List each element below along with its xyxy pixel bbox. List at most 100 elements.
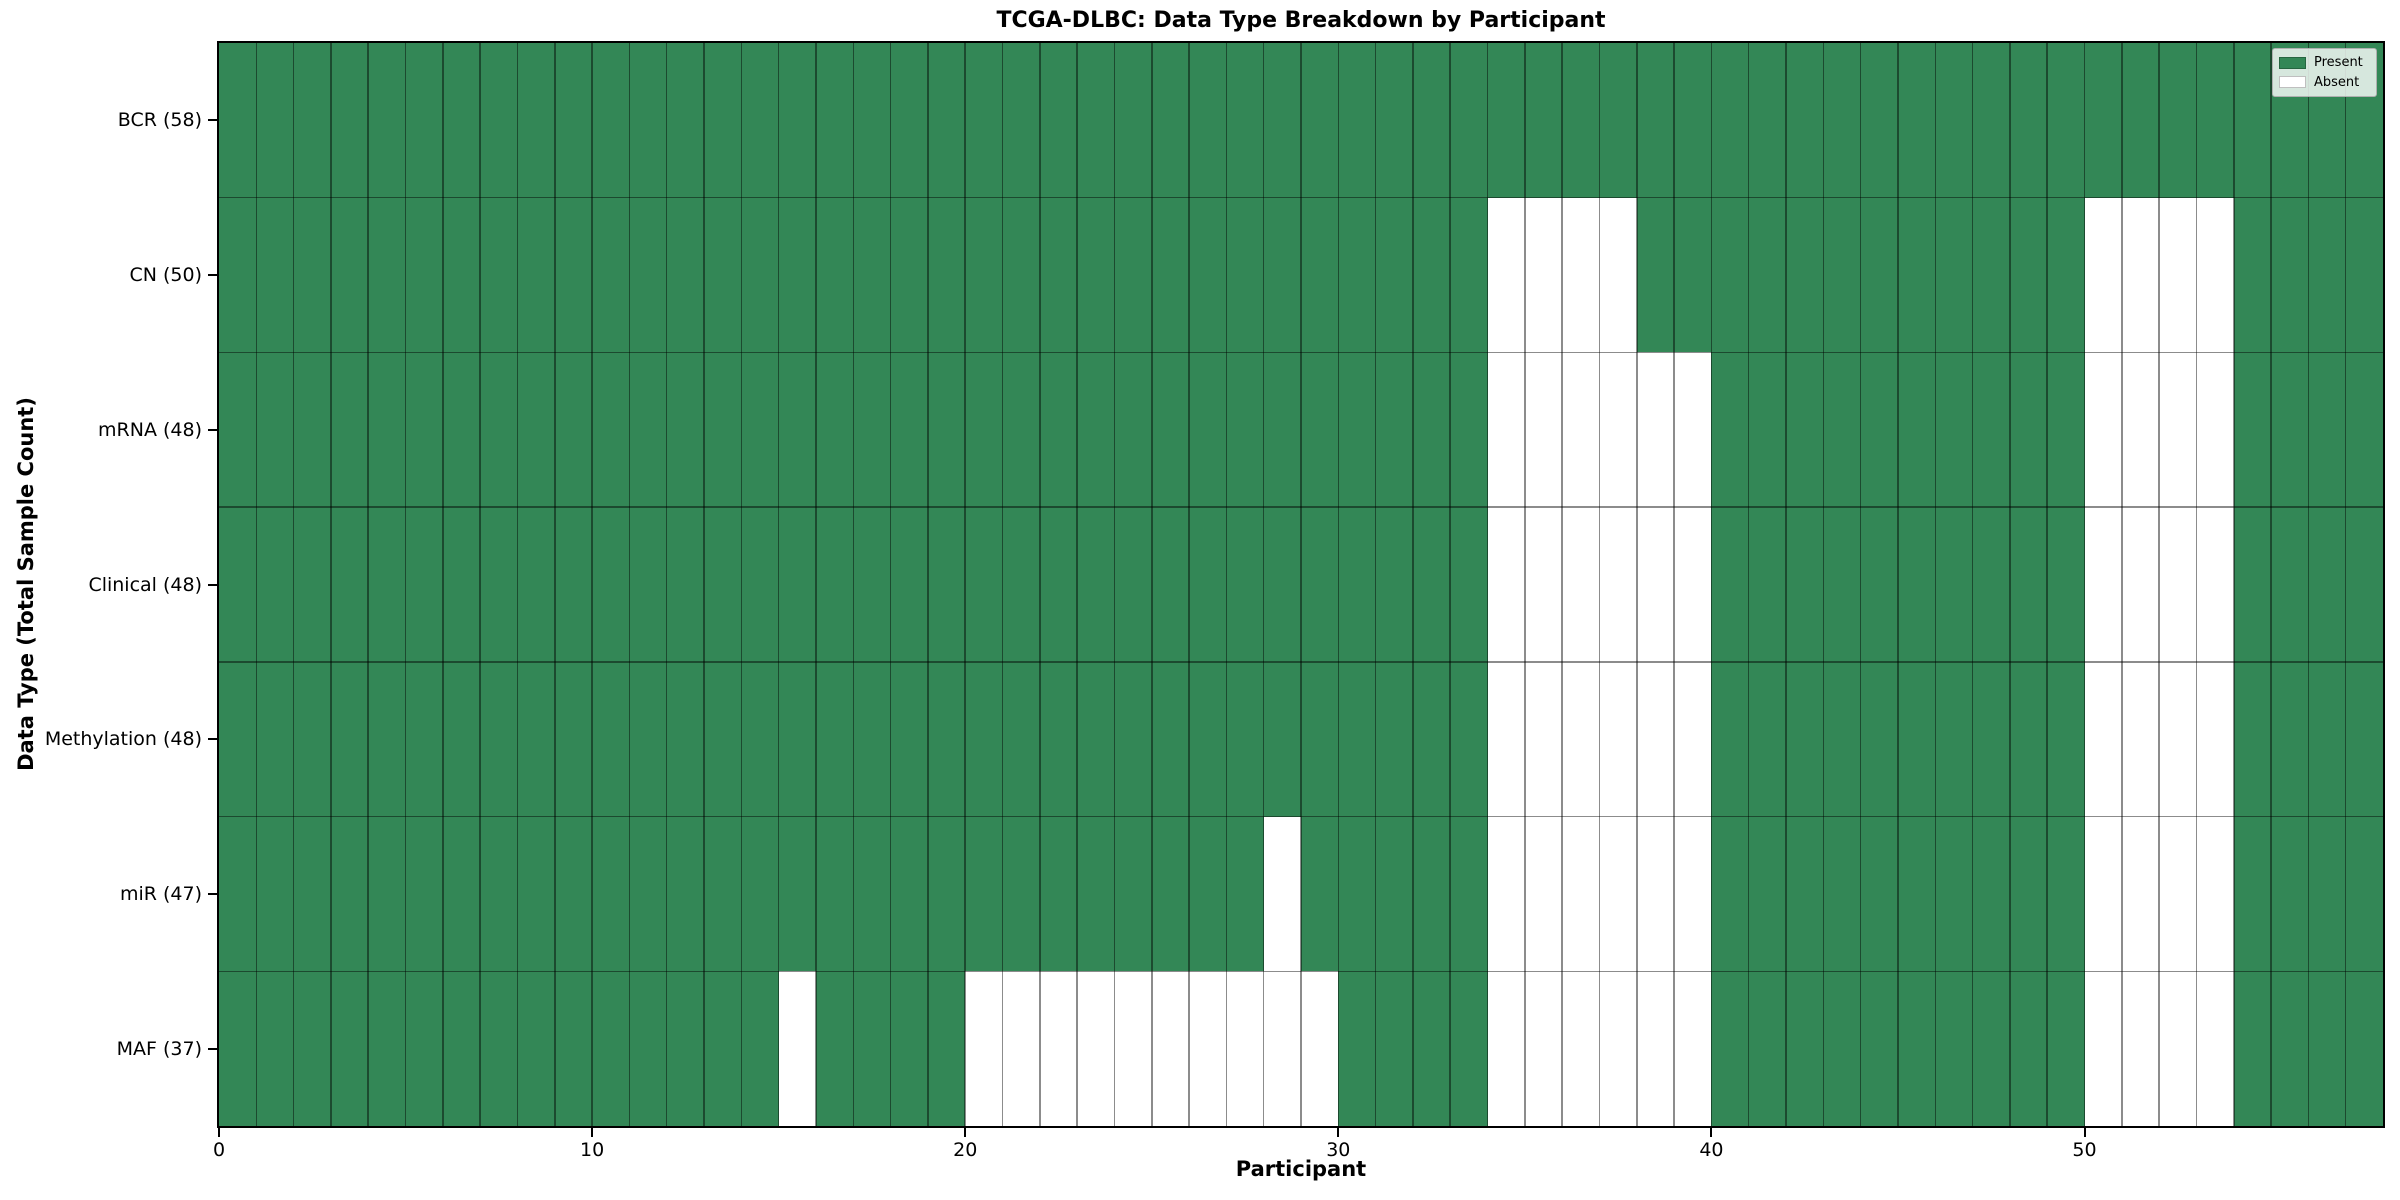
x-tick-mark	[218, 1128, 220, 1137]
grid-line-vertical	[2233, 43, 2235, 1126]
y-tick-label: MAF (37)	[116, 1037, 202, 1060]
absent-cell	[2159, 352, 2197, 508]
absent-cell	[2084, 197, 2122, 353]
grid-line-vertical	[927, 43, 929, 1126]
grid-line-vertical	[479, 43, 481, 1126]
absent-cell	[2196, 971, 2234, 1126]
absent-cell	[1636, 816, 1675, 972]
x-tick-label: 0	[212, 1139, 226, 1161]
grid-line-vertical	[442, 43, 444, 1126]
x-axis-title: Participant	[1235, 1157, 1367, 1181]
absent-cell	[1562, 971, 1600, 1126]
grid-line-vertical	[2083, 43, 2086, 1126]
absent-cell	[1562, 507, 1600, 662]
y-tick-mark	[208, 892, 217, 895]
grid-line-vertical	[516, 43, 519, 1126]
grid-line-vertical	[665, 43, 668, 1126]
grid-line-vertical	[1188, 43, 1190, 1126]
grid-line-vertical	[703, 43, 705, 1126]
y-tick-label: mRNA (48)	[98, 418, 202, 441]
grid-line-vertical	[1151, 43, 1153, 1126]
absent-cell	[965, 971, 1003, 1126]
legend-swatch-present-icon	[2279, 56, 2306, 69]
grid-line-vertical	[1971, 43, 1974, 1126]
grid-line-vertical	[255, 43, 258, 1126]
grid-line-vertical	[2046, 43, 2048, 1126]
grid-line-vertical	[591, 43, 593, 1126]
absent-cell	[2159, 816, 2197, 972]
grid-line-vertical	[889, 43, 892, 1126]
absent-cell	[2121, 661, 2160, 817]
absent-cell	[1002, 971, 1040, 1126]
absent-cell	[2084, 507, 2122, 662]
grid-line-vertical	[1374, 43, 1377, 1126]
absent-cell	[2196, 816, 2234, 972]
absent-cell	[1599, 971, 1637, 1126]
grid-line-vertical	[2009, 43, 2011, 1126]
absent-cell	[1599, 352, 1637, 508]
absent-cell	[2121, 507, 2160, 662]
grid-line-vertical	[1785, 43, 1787, 1126]
absent-cell	[1524, 197, 1563, 353]
absent-cell	[1487, 507, 1525, 662]
grid-line-vertical	[628, 43, 631, 1126]
absent-cell	[1524, 352, 1563, 508]
grid-line-vertical	[1897, 43, 1899, 1126]
plot-area	[217, 41, 2385, 1128]
absent-cell	[1151, 971, 1190, 1126]
absent-cell	[1599, 197, 1637, 353]
absent-cell	[1524, 971, 1563, 1126]
y-tick-mark	[208, 119, 217, 122]
absent-cell	[1599, 507, 1637, 662]
grid-line-vertical	[1598, 43, 1601, 1126]
absent-cell	[2084, 661, 2122, 817]
grid-line-vertical	[367, 43, 369, 1126]
x-tick-mark	[2083, 1128, 2086, 1137]
grid-line-horizontal	[219, 351, 2383, 354]
absent-cell	[1524, 816, 1563, 972]
grid-line-vertical	[2158, 43, 2160, 1126]
absent-cell	[1674, 661, 1712, 817]
absent-cell	[1562, 352, 1600, 508]
grid-line-vertical	[1337, 43, 1340, 1126]
grid-line-vertical	[1636, 43, 1638, 1126]
grid-line-vertical	[964, 43, 966, 1126]
absent-cell	[1039, 971, 1078, 1126]
absent-cell	[1562, 197, 1600, 353]
absent-cell	[1301, 971, 1339, 1126]
grid-line-horizontal	[219, 815, 2383, 818]
grid-line-vertical	[1859, 43, 1862, 1126]
y-tick-mark	[208, 428, 217, 431]
grid-line-horizontal	[219, 970, 2383, 973]
x-tick-mark	[1710, 1128, 1713, 1137]
grid-line-vertical	[2270, 43, 2272, 1126]
y-tick-label: Methylation (48)	[44, 728, 202, 751]
grid-line-vertical	[1039, 43, 1041, 1126]
x-tick-label: 10	[580, 1139, 605, 1161]
absent-cell	[1636, 352, 1675, 508]
absent-cell	[2159, 661, 2197, 817]
absent-cell	[1487, 816, 1525, 972]
legend-label-present: Present	[2314, 55, 2363, 71]
y-tick-mark	[208, 583, 217, 586]
grid-line-vertical	[1001, 43, 1004, 1126]
absent-cell	[2196, 507, 2234, 662]
absent-cell	[778, 971, 816, 1126]
y-tick-mark	[208, 738, 217, 741]
grid-line-vertical	[1300, 43, 1302, 1126]
x-tick-mark	[964, 1128, 967, 1137]
legend-entry-absent: Absent	[2279, 76, 2370, 89]
absent-cell	[2084, 971, 2122, 1126]
y-tick-label: miR (47)	[119, 882, 202, 905]
grid-line-vertical	[330, 43, 332, 1126]
y-tick-label: CN (50)	[129, 264, 202, 287]
grid-line-vertical	[404, 43, 407, 1126]
absent-cell	[2084, 816, 2122, 972]
absent-cell	[1189, 971, 1227, 1126]
legend-entry-present: Present	[2279, 56, 2370, 69]
absent-cell	[1562, 816, 1600, 972]
absent-cell	[2196, 197, 2234, 353]
absent-cell	[1636, 507, 1675, 662]
absent-cell	[1487, 661, 1525, 817]
